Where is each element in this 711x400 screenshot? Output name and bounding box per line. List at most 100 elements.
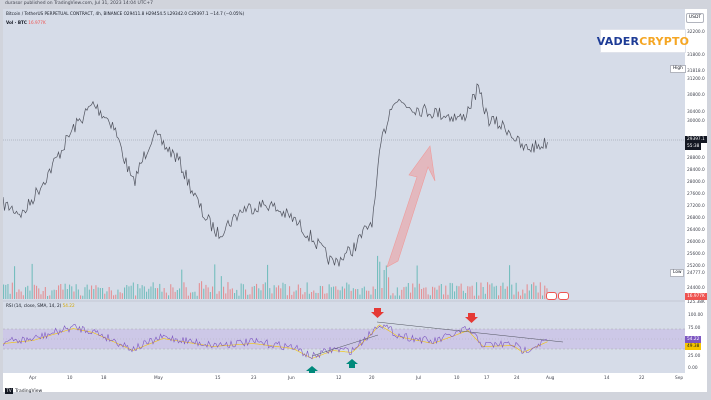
volume-bar [315,292,317,299]
currency-button[interactable]: USDT [686,13,704,23]
time-tick: 15 [215,376,221,381]
volume-bar [412,283,414,299]
volume-bar [357,289,359,299]
volume-bar [16,292,18,299]
time-tick: 22 [639,376,645,381]
volume-bar [317,293,319,299]
volume-bar [216,293,218,299]
volume-bar [352,288,354,299]
volume-bar [55,290,57,299]
price-axis[interactable]: 32200.0 31800.0 31200.0 30800.0 30400.0 … [685,9,707,373]
price-pane[interactable] [3,9,685,373]
volume-bar [273,285,275,299]
volume-bar [249,294,251,299]
volume-bar [117,289,119,299]
event-bubble[interactable] [546,292,557,300]
volume-bar [330,287,332,299]
volume-bar [377,255,379,299]
volume-bar [454,291,456,299]
volume-bar [308,293,310,299]
volume-bar [115,294,117,299]
volume-bar [522,289,524,299]
volume-bar [524,293,526,299]
volume-legend-value: 16.977K [28,20,46,25]
time-tick: 10 [67,376,73,381]
volume-legend[interactable]: Vol · BTC 16.977K [6,20,46,25]
volume-bar [379,261,381,299]
volume-bar [443,294,445,299]
volume-bar [29,290,31,299]
volume-bar [284,284,286,299]
volume-bar [27,285,29,299]
volume-bar [447,294,449,299]
event-bubble[interactable] [558,292,569,300]
volume-bar [366,290,368,299]
volume-bar [165,292,167,299]
volume-bar [324,293,326,299]
volume-bar [381,288,383,299]
volume-bar [313,290,315,299]
volume-value-tag: 16.977K [685,293,707,300]
volume-bar [143,286,145,299]
volume-bar [337,289,339,299]
volume-bar [396,287,398,299]
volume-bar [489,284,491,299]
volume-bar [467,286,469,299]
rsi-downtrend-line [376,321,564,343]
volume-bar [69,284,71,299]
price-tick: 26000.0 [687,240,705,245]
volume-bar [40,294,42,299]
time-axis[interactable]: Apr 10 18 May 15 23 Jun 12 20 Jul 10 17 … [3,373,685,385]
volume-bar [399,295,401,299]
price-line [3,83,548,267]
volume-bar [20,291,22,299]
volume-bar [531,284,533,299]
rsi-legend[interactable]: RSI (14, close, SMA, 14, 2) 54.22 [6,303,75,308]
volume-bar [176,290,178,299]
volume-bar [3,284,5,299]
volume-bar [544,285,546,299]
volume-bar [267,264,269,299]
volume-bar [291,294,293,299]
price-tick: 30800.0 [687,93,705,98]
volume-bar [434,287,436,299]
volume-bar [223,286,225,299]
volume-bar [319,285,321,299]
volume-bar [192,292,194,299]
volume-bar [251,286,253,299]
volume-bar [51,290,53,299]
volume-bar [110,290,112,299]
footer-brand[interactable]: TV TradingView [5,388,42,394]
volume-bar [9,293,11,299]
volume-bar [97,287,99,299]
volume-bar [374,289,376,299]
up-arrow-2 [346,359,358,368]
symbol-legend[interactable]: Bitcoin / TetherUS PERPETUAL CONTRACT, 4… [6,11,245,16]
volume-bar [53,289,55,299]
volume-bar [394,295,396,299]
volume-bar [225,293,227,299]
volume-bar [436,289,438,299]
volume-bar [201,281,203,299]
volume-bar [71,286,73,299]
volume-bar [478,295,480,299]
volume-bar [537,292,539,299]
time-tick: 18 [101,376,107,381]
rsi-ma-line [3,324,548,359]
volume-bar [449,282,451,299]
volume-bar [113,295,115,299]
volume-bar [64,283,66,299]
volume-bar [5,284,7,299]
volume-bar [306,282,308,299]
volume-bar [148,288,150,299]
price-tick: 24400.0 [687,286,705,291]
volume-bar [350,290,352,299]
volume-bar [304,292,306,299]
volume-bar [207,287,209,299]
volume-bar [93,289,95,299]
volume-bar [423,287,425,299]
volume-bar [504,288,506,299]
volume-bar [264,282,266,299]
volume-bar [476,282,478,299]
volume-bar [238,295,240,299]
